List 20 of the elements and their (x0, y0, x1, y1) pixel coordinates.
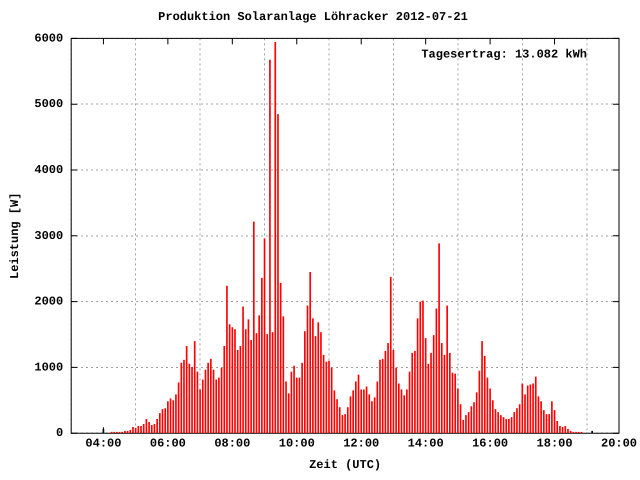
x-axis-title: Zeit (UTC) (309, 458, 382, 472)
y-tick-label: 5000 (34, 97, 64, 112)
chart-title: Produktion Solaranlage Löhracker 2012-07-21 (158, 10, 468, 24)
y-tick-label: 0 (56, 426, 64, 440)
x-tick-label: 10:00 (278, 436, 315, 450)
x-tick-label: 04:00 (85, 436, 122, 450)
x-tick-label: 16:00 (472, 436, 508, 450)
x-tick-label: 14:00 (408, 436, 444, 450)
annotation: Tagesertrag: 13.082 kWh (421, 47, 587, 62)
x-tick-label: 20:00 (600, 436, 638, 450)
y-tick-label: 3000 (34, 228, 64, 243)
y-tick-label: 1000 (34, 360, 64, 374)
y-tick-label: 4000 (34, 163, 64, 178)
y-tick-label: 6000 (34, 31, 64, 46)
y-axis-title: Leistung [W] (8, 192, 22, 280)
y-tick-label: 2000 (34, 294, 64, 309)
x-tick-label: 12:00 (343, 436, 380, 450)
x-tick-label: 08:00 (214, 436, 250, 450)
x-tick-label: 06:00 (150, 436, 186, 450)
x-tick-label: 18:00 (536, 436, 573, 450)
